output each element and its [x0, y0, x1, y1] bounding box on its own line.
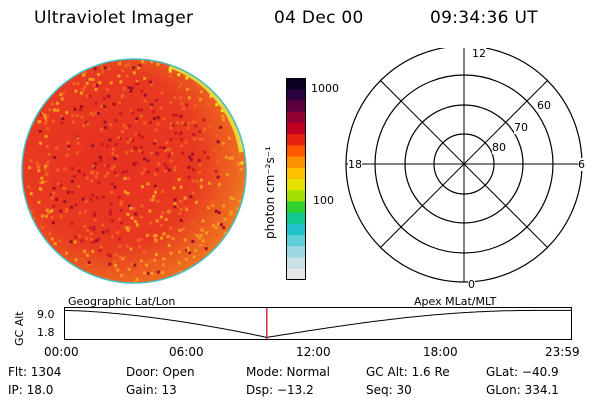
info-door: Door: Open: [126, 365, 195, 379]
colorbar-band: [286, 179, 306, 191]
lat-label-80: 80: [492, 141, 506, 154]
colorbar-band: [286, 78, 306, 90]
altitude-timeline-plot: [64, 307, 572, 340]
timeline-y-tick-low: 1.8: [37, 326, 55, 339]
uv-image-disk: [21, 58, 247, 284]
colorbar-band: [286, 212, 306, 225]
colorbar-tick-1000: 1000: [311, 82, 339, 95]
colorbar-tick-100: 100: [313, 194, 334, 207]
colorbar-unit-label: photon cm⁻²s⁻¹: [263, 146, 277, 239]
instrument-title: Ultraviolet Imager: [34, 8, 194, 28]
disk-limb: [21, 58, 247, 284]
mlt-label-6: 6: [578, 158, 585, 171]
timeline-x-tick-0600: 06:00: [169, 345, 204, 359]
polar-grid: [345, 48, 583, 283]
meridian-diag-2: [379, 79, 549, 249]
timeline-x-tick-0000: 00:00: [44, 345, 79, 359]
timeline-x-tick-1200: 12:00: [296, 345, 331, 359]
disk-body: [22, 59, 246, 283]
colorbar-band: [286, 190, 306, 203]
colorbar-band: [286, 201, 306, 214]
info-glon: GLon: 334.1: [486, 383, 559, 397]
colorbar-band: [286, 246, 306, 259]
colorbar-band: [286, 268, 306, 280]
lat-label-70: 70: [514, 121, 528, 134]
info-glat: GLat: −40.9: [486, 365, 559, 379]
info-flt: Flt: 1304: [8, 365, 62, 379]
info-dsp: Dsp: −13.2: [246, 383, 314, 397]
timeline-right-title: Apex MLat/MLT: [414, 295, 497, 308]
colorbar-band: [286, 100, 306, 113]
colorbar-band: [286, 223, 306, 236]
timeline-left-title: Geographic Lat/Lon: [68, 295, 176, 308]
colorbar-band: [286, 156, 306, 169]
mlt-label-0: 0: [468, 278, 475, 291]
colorbar-band: [286, 111, 306, 124]
altitude-curve: [64, 309, 572, 338]
info-gain: Gain: 13: [126, 383, 177, 397]
time-label: 09:34:36 UT: [430, 8, 538, 28]
colorbar-band: [286, 257, 306, 270]
mlt-label-12: 12: [472, 47, 486, 60]
mlt-label-18: 18: [348, 158, 362, 171]
info-gc-alt: GC Alt: 1.6 Re: [366, 365, 450, 379]
colorbar-band: [286, 134, 306, 146]
timeline-x-tick-2359: 23:59: [545, 345, 580, 359]
timeline-y-label: GC Alt: [13, 311, 26, 346]
lat-label-60: 60: [537, 99, 551, 112]
info-mode: Mode: Normal: [246, 365, 330, 379]
colorbar-band: [286, 122, 306, 135]
timeline-x-tick-1800: 18:00: [423, 345, 458, 359]
date-label: 04 Dec 00: [274, 8, 364, 28]
colorbar-band: [286, 167, 306, 180]
timeline-frame: [64, 307, 572, 340]
info-ip: IP: 18.0: [8, 383, 54, 397]
timeline-y-tick-high: 9.0: [37, 308, 55, 321]
colorbar-band: [286, 89, 306, 102]
colorbar-band: [286, 235, 306, 247]
info-seq: Seq: 30: [366, 383, 412, 397]
colorbar-band: [286, 145, 306, 158]
colorbar: [286, 78, 306, 280]
